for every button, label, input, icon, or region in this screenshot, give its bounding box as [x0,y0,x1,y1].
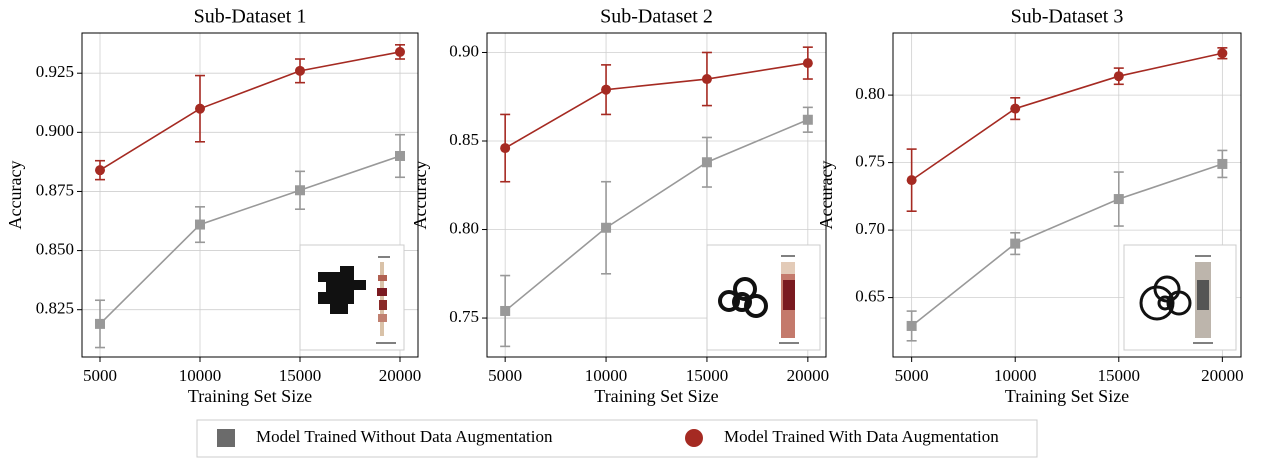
series-line [99,155,401,325]
marker [95,318,105,329]
series: Model Trained With Data Augmentation [500,46,813,183]
legend-entry: Model Trained With Data Augmentation [685,427,999,447]
x-tick-label: 20000 [787,366,830,385]
marker [295,65,305,76]
series-line [911,163,1223,327]
y-tick-label: 0.80 [449,218,479,237]
x-axis-label: Training Set Size [1005,386,1129,406]
inset-image [706,244,821,351]
chart-title: Sub-Dataset 2 [600,6,713,28]
series-line [504,119,809,312]
marker [1217,48,1228,59]
series: Model Trained Without Data Augmentation [95,133,405,349]
marker [802,114,813,125]
y-axis-label: Accuracy [410,161,430,230]
marker [295,185,305,196]
marker [601,222,612,233]
series: Model Trained With Data Augmentation [906,47,1228,212]
marker [802,58,813,69]
x-tick-label: 5000 [83,366,117,385]
series: Model Trained With Data Augmentation [95,44,405,181]
marker [601,84,612,95]
y-axis-label: Accuracy [5,161,25,230]
y-tick-label: 0.75 [449,307,479,326]
series-line [99,51,401,171]
marker [1010,238,1021,249]
marker [95,165,105,176]
marker [1010,103,1021,114]
legend-entry: Model Trained Without Data Augmentation [217,427,553,447]
series: Model Trained Without Data Augmentation [500,106,813,348]
y-tick-label: 0.90 [449,41,479,60]
y-tick-label: 0.875 [36,180,74,199]
series-line [911,52,1223,181]
chart-title: Sub-Dataset 3 [1011,6,1124,28]
marker [906,320,917,331]
y-tick-label: 0.85 [449,130,479,149]
marker [685,429,703,447]
y-tick-label: 0.75 [855,152,885,171]
marker [395,150,405,161]
x-tick-label: 10000 [179,366,222,385]
axes-frame [81,32,419,358]
y-tick-label: 0.65 [855,287,885,306]
series-line [504,62,808,149]
marker [1113,194,1124,205]
y-tick-label: 0.900 [36,121,74,140]
x-tick-label: 20000 [379,366,422,385]
inset-image [1123,244,1237,351]
marker [906,175,917,186]
inset-image [299,244,405,351]
y-tick-label: 0.850 [36,239,74,258]
marker [395,46,405,57]
axes-frame [892,32,1242,358]
legend-label: Model Trained With Data Augmentation [724,427,999,446]
y-tick-label: 0.80 [855,84,885,103]
x-axis-label: Training Set Size [188,386,312,406]
x-tick-label: 10000 [994,366,1037,385]
x-tick-label: 5000 [488,366,522,385]
marker [1217,158,1228,169]
x-tick-label: 15000 [1098,366,1141,385]
x-axis-label: Training Set Size [594,386,718,406]
y-tick-label: 0.925 [36,62,74,81]
subplot: Sub-Dataset 2 0.75 0.80 0.85 0.90 5000 10000 15… [410,6,829,407]
marker [701,157,712,168]
y-axis-label: Accuracy [816,161,836,230]
subplot: Sub-Dataset 3 0.65 0.70 0.75 0.80 5000 10000 15… [816,6,1243,407]
y-tick-label: 0.70 [855,219,885,238]
series: Model Trained Without Data Augmentation [906,149,1228,342]
legend-label: Model Trained Without Data Augmentation [256,427,553,446]
plots: Sub-Dataset 1 0.825 0.850 0.875 0.900 0.925 50… [5,6,1243,407]
marker [195,103,205,114]
axes-frame [486,32,827,358]
x-tick-label: 20000 [1201,366,1244,385]
marker [217,429,235,447]
legend-box [196,419,1038,458]
marker [500,305,511,316]
chart-title: Sub-Dataset 1 [194,6,307,28]
x-tick-label: 15000 [279,366,322,385]
x-tick-label: 10000 [585,366,628,385]
y-tick-label: 0.825 [36,299,74,318]
marker [701,74,712,85]
subplot: Sub-Dataset 1 0.825 0.850 0.875 0.900 0.925 50… [5,6,421,407]
marker [500,143,511,154]
marker [195,219,205,230]
x-tick-label: 15000 [686,366,729,385]
x-tick-label: 5000 [895,366,929,385]
marker [1113,71,1124,82]
